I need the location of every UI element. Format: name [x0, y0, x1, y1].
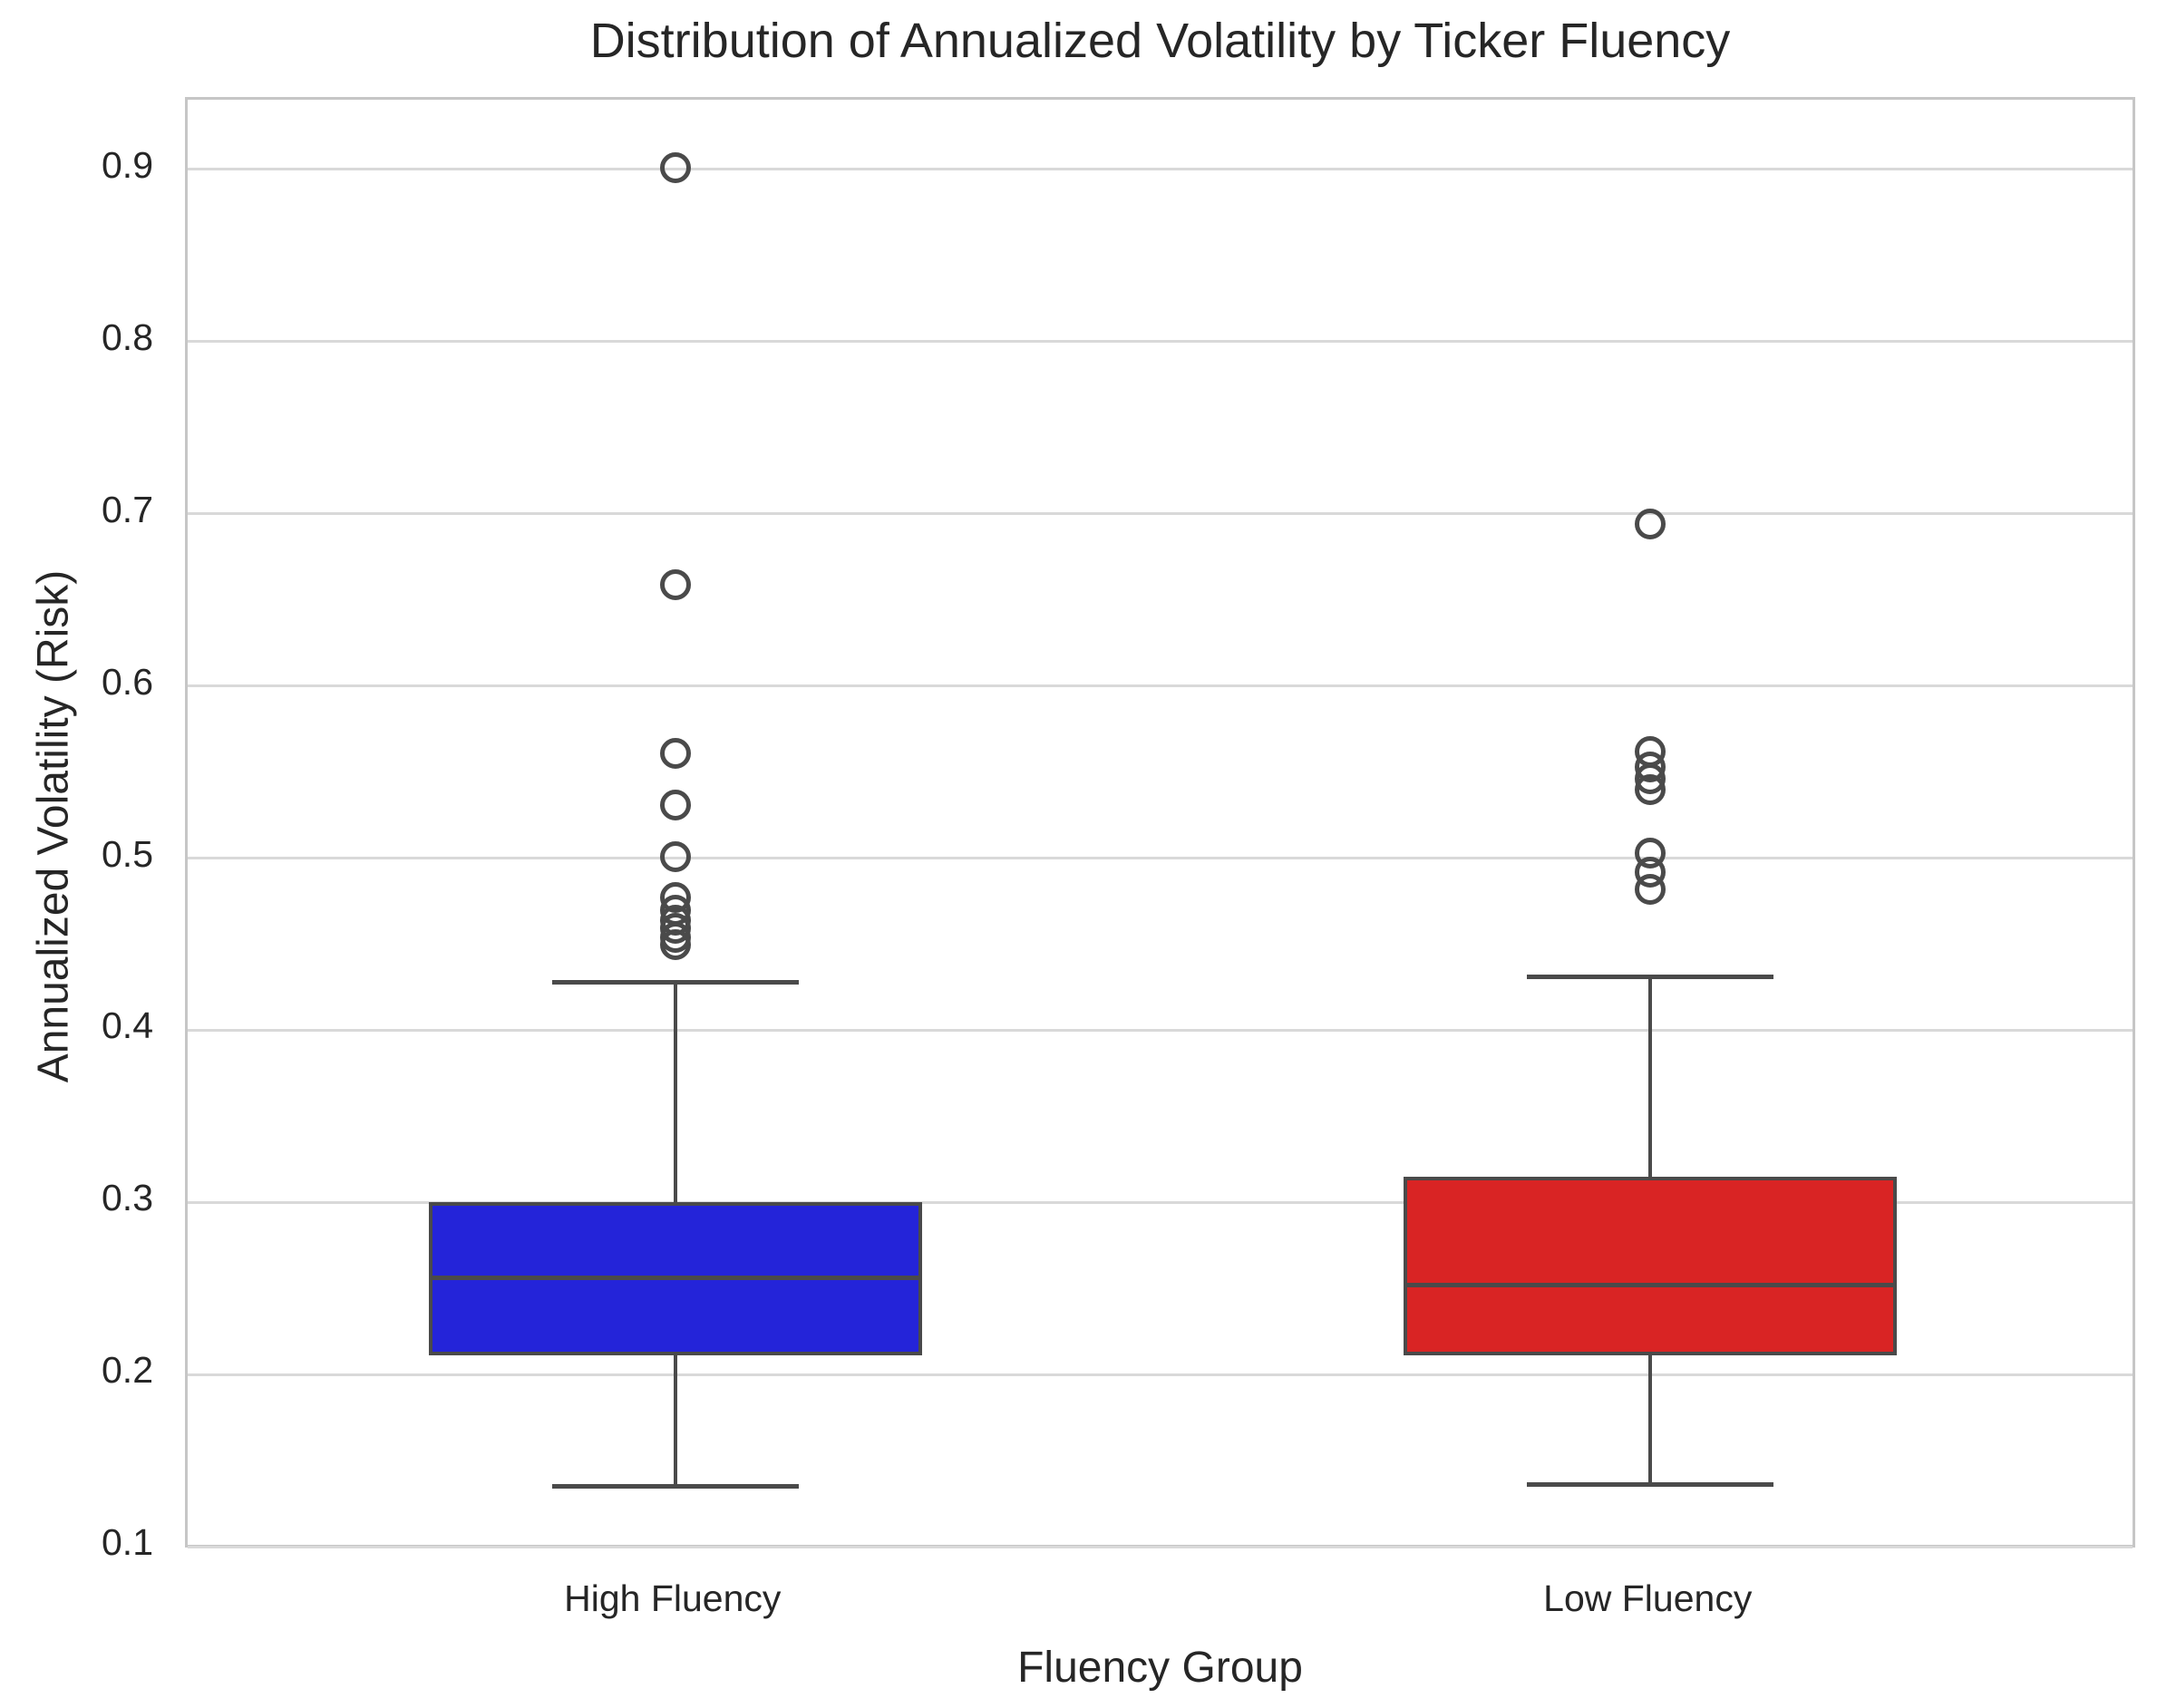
outlier-point: [1635, 837, 1666, 869]
outlier-point: [659, 737, 691, 769]
y-tick-label: 0.4: [102, 1004, 153, 1047]
y-tick-label: 0.3: [102, 1177, 153, 1219]
y-tick-label: 0.7: [102, 488, 153, 530]
outlier-point: [659, 882, 691, 914]
y-tick-label: 0.9: [102, 143, 153, 186]
x-tick-label: High Fluency: [564, 1577, 782, 1619]
y-axis-label: Annualized Volatility (Risk): [29, 569, 78, 1083]
y-tick-label: 0.2: [102, 1349, 153, 1392]
gridline-y-0.7: [188, 512, 2133, 516]
outlier-point: [659, 568, 691, 600]
y-tick-label: 0.5: [102, 832, 153, 875]
plot-area: [185, 97, 2135, 1548]
gridline-y-0.4: [188, 1028, 2133, 1032]
outlier-point: [659, 789, 691, 820]
gridline-y-0.1: [188, 1545, 2133, 1548]
y-tick-label: 0.6: [102, 660, 153, 703]
median-High Fluency: [428, 1276, 922, 1281]
x-axis-label: Fluency Group: [1017, 1644, 1303, 1692]
chart-title: Distribution of Annualized Volatility by…: [589, 14, 1731, 68]
whisker-upper-High Fluency: [673, 982, 677, 1203]
whisker-lower-High Fluency: [673, 1355, 677, 1487]
box-Low Fluency: [1404, 1176, 1898, 1356]
median-Low Fluency: [1404, 1283, 1898, 1288]
outlier-point: [1635, 509, 1666, 540]
gridline-y-0.2: [188, 1373, 2133, 1376]
gridline-y-0.8: [188, 340, 2133, 344]
gridline-y-0.6: [188, 684, 2133, 688]
y-tick-label: 0.8: [102, 315, 153, 358]
gridline-y-0.5: [188, 857, 2133, 860]
whisker-lower-Low Fluency: [1648, 1355, 1653, 1485]
x-tick-label: Low Fluency: [1543, 1577, 1753, 1619]
whisker-cap-upper-High Fluency: [551, 979, 799, 985]
outlier-point: [659, 840, 691, 872]
outlier-point: [659, 152, 691, 183]
whisker-cap-upper-Low Fluency: [1527, 975, 1774, 980]
whisker-upper-Low Fluency: [1648, 976, 1653, 1177]
gridline-y-0.3: [188, 1200, 2133, 1204]
y-tick-label: 0.1: [102, 1521, 153, 1564]
whisker-cap-lower-Low Fluency: [1527, 1482, 1774, 1488]
outlier-point: [1635, 735, 1666, 767]
whisker-cap-lower-High Fluency: [551, 1484, 799, 1490]
gridline-y-0.9: [188, 168, 2133, 171]
